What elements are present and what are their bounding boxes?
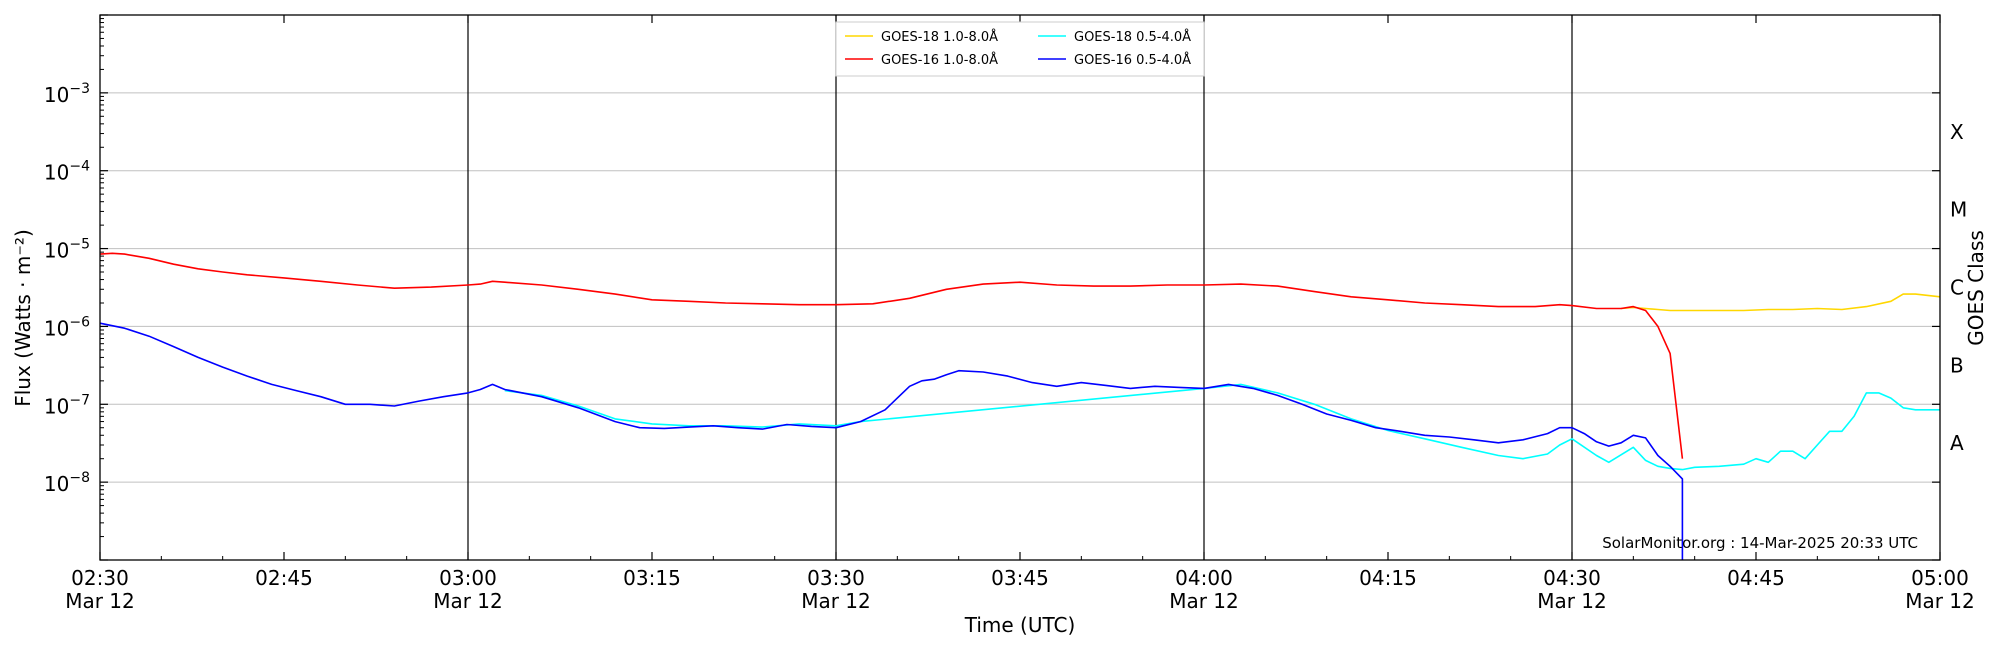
y-tick-label: 10−8 bbox=[44, 470, 90, 496]
x-tick-date-label: Mar 12 bbox=[433, 589, 503, 613]
goes-class-m: M bbox=[1950, 198, 1967, 222]
y-tick-label: 10−4 bbox=[44, 159, 90, 185]
series-lines bbox=[99, 252, 1941, 560]
goes-class-a: A bbox=[1950, 431, 1964, 455]
y-tick-label: 10−6 bbox=[44, 314, 90, 340]
x-tick-label: 04:00 bbox=[1175, 566, 1233, 590]
x-tick-label: 03:30 bbox=[807, 566, 865, 590]
legend-label: GOES-18 0.5-4.0Å bbox=[1074, 29, 1191, 45]
legend-box bbox=[835, 21, 1205, 77]
x-tick-label: 03:00 bbox=[439, 566, 497, 590]
x-tick-label: 03:45 bbox=[991, 566, 1049, 590]
y-tick-label: 10−5 bbox=[44, 237, 90, 263]
legend-label: GOES-16 1.0-8.0Å bbox=[881, 52, 998, 68]
x-tick-date-label: Mar 12 bbox=[1905, 589, 1975, 613]
credit-annotation: SolarMonitor.org : 14-Mar-2025 20:33 UTC bbox=[1602, 534, 1918, 552]
series-line-1 bbox=[99, 252, 1684, 459]
x-tick-date-label: Mar 12 bbox=[1537, 589, 1607, 613]
series-line-3 bbox=[99, 322, 1684, 560]
series-line-0 bbox=[1621, 293, 1941, 312]
goes-class-b: B bbox=[1950, 353, 1964, 377]
day-divider-lines bbox=[467, 15, 1573, 560]
x-tick-date-label: Mar 12 bbox=[1169, 589, 1239, 613]
legend: GOES-18 1.0-8.0Å GOES-16 1.0-8.0Å GOES-18 … bbox=[835, 21, 1205, 77]
x-tick-date-label: Mar 12 bbox=[65, 589, 135, 613]
y-tick-labels: 10−8 10−7 10−6 10−5 10−4 10−3 bbox=[44, 81, 90, 496]
x-tick-label: 03:15 bbox=[623, 566, 681, 590]
goes-class-x: X bbox=[1950, 120, 1964, 144]
x-tick-label: 02:45 bbox=[255, 566, 313, 590]
y-tick-label: 10−3 bbox=[44, 81, 90, 107]
x-tick-label: 04:45 bbox=[1727, 566, 1785, 590]
y-tick-label: 10−7 bbox=[44, 392, 90, 418]
goes-class-c: C bbox=[1950, 276, 1964, 300]
x-tick-label: 04:30 bbox=[1543, 566, 1601, 590]
x-tick-label: 04:15 bbox=[1359, 566, 1417, 590]
goes-class-labels: A B C M X bbox=[1950, 120, 1967, 455]
axis-ticks bbox=[99, 14, 1941, 561]
y-axis-title: Flux (Watts · m⁻²) bbox=[11, 229, 35, 407]
legend-label: GOES-16 0.5-4.0Å bbox=[1074, 52, 1191, 68]
y2-axis-title: GOES Class bbox=[1964, 230, 1988, 346]
x-axis-title: Time (UTC) bbox=[964, 613, 1076, 637]
x-tick-label: 05:00 bbox=[1911, 566, 1969, 590]
series-line-2 bbox=[504, 383, 1940, 471]
x-tick-label: 02:30 bbox=[71, 566, 129, 590]
x-tick-date-label: Mar 12 bbox=[801, 589, 871, 613]
legend-label: GOES-18 1.0-8.0Å bbox=[881, 29, 998, 45]
